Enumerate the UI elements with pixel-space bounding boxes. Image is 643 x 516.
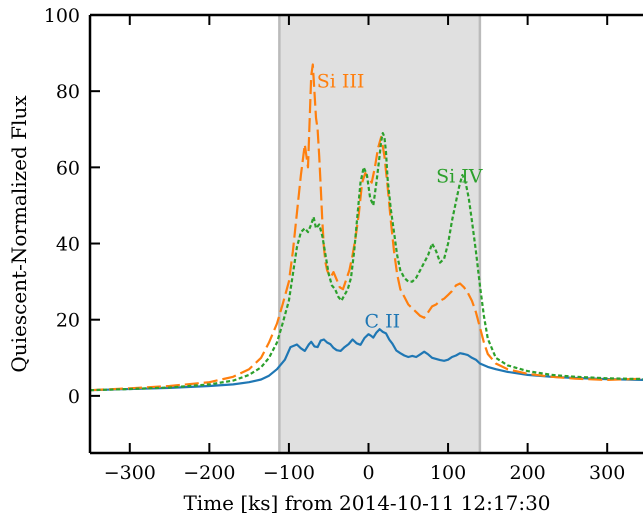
shaded-region (279, 15, 480, 453)
series-label-si-iii: Si III (317, 70, 365, 92)
y-tick-label: 20 (56, 310, 80, 332)
y-tick-label: 40 (56, 234, 80, 256)
y-tick-label: 60 (56, 157, 80, 179)
x-tick-label: −100 (263, 462, 315, 484)
x-tick-label: 200 (509, 462, 545, 484)
x-axis-label: Time [ks] from 2014-10-11 12:17:30 (183, 491, 550, 515)
x-tick-label: 0 (362, 462, 374, 484)
y-tick-label: 100 (44, 5, 80, 27)
series-line-c-ii (90, 328, 643, 392)
x-tick-label: −300 (104, 462, 156, 484)
series-line-si-iv (90, 132, 643, 392)
y-tick-label: 80 (56, 81, 80, 103)
x-tick-label: 100 (430, 462, 466, 484)
y-axis-label: Quiescent-Normalized Flux (7, 95, 31, 373)
series-label-c-ii: C II (365, 310, 401, 332)
y-tick-label: 0 (68, 386, 80, 408)
series-line-si-iii (90, 63, 643, 392)
x-tick-label: −200 (183, 462, 235, 484)
series-label-si-iv: Si IV (436, 166, 483, 188)
x-tick-label: 300 (589, 462, 625, 484)
